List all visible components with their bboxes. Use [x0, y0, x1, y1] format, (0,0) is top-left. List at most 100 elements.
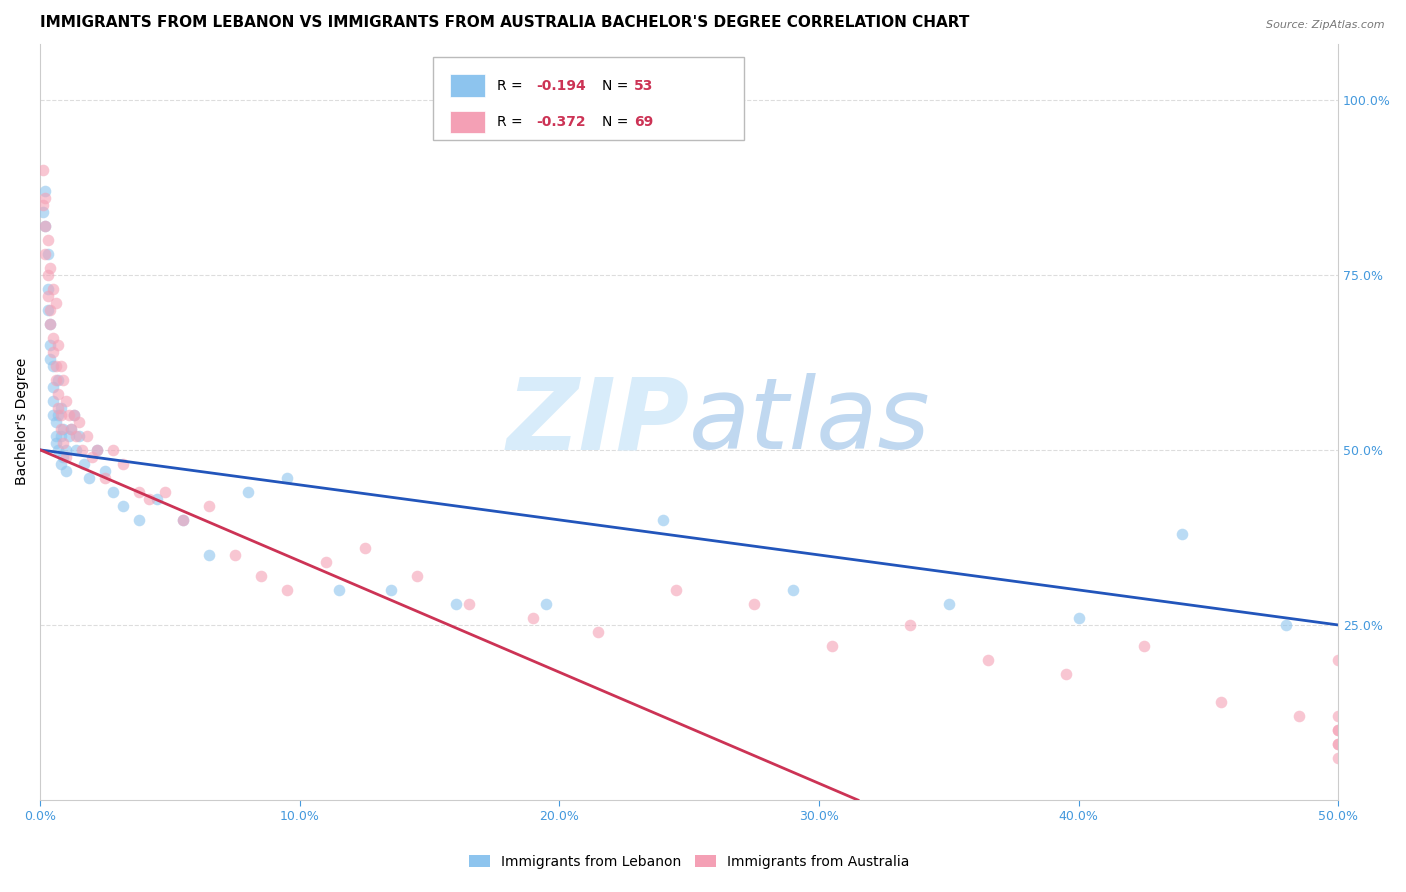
Point — [1211, 695, 1233, 709]
Point — [138, 491, 160, 506]
Point — [34, 184, 56, 198]
Point — [380, 582, 402, 597]
Point — [821, 639, 844, 653]
Point — [94, 464, 117, 478]
Point — [94, 471, 117, 485]
Point — [67, 429, 90, 443]
Point — [153, 484, 176, 499]
Point — [39, 260, 62, 275]
Point — [37, 282, 59, 296]
Text: 53: 53 — [634, 78, 654, 93]
Point — [42, 380, 65, 394]
Point — [37, 302, 59, 317]
Point — [46, 373, 69, 387]
Point — [58, 429, 80, 443]
Point — [1067, 611, 1090, 625]
Point — [63, 408, 86, 422]
Point — [536, 597, 558, 611]
Point — [49, 408, 72, 422]
Point — [112, 457, 135, 471]
Point — [49, 457, 72, 471]
Point — [101, 442, 124, 457]
Point — [198, 499, 221, 513]
Point — [65, 429, 87, 443]
Point — [1327, 723, 1350, 737]
Point — [42, 282, 65, 296]
Point — [522, 611, 544, 625]
Point — [101, 484, 124, 499]
Point — [198, 548, 221, 562]
Point — [1327, 709, 1350, 723]
Text: Source: ZipAtlas.com: Source: ZipAtlas.com — [1267, 20, 1385, 29]
Point — [742, 597, 765, 611]
Point — [67, 415, 90, 429]
Point — [45, 435, 67, 450]
Point — [249, 569, 271, 583]
Point — [86, 442, 108, 457]
Point — [353, 541, 375, 555]
Point — [1327, 751, 1350, 765]
Point — [79, 471, 101, 485]
Text: -0.372: -0.372 — [536, 115, 585, 128]
Point — [39, 338, 62, 352]
Point — [898, 618, 921, 632]
Text: ZIP: ZIP — [506, 374, 689, 470]
Point — [49, 359, 72, 373]
Point — [46, 338, 69, 352]
Point — [37, 233, 59, 247]
Point — [39, 317, 62, 331]
Point — [1327, 723, 1350, 737]
Point — [60, 422, 83, 436]
Point — [55, 464, 77, 478]
Point — [34, 247, 56, 261]
Point — [236, 484, 259, 499]
Point — [782, 582, 804, 597]
Point — [1054, 667, 1077, 681]
Text: R =: R = — [496, 78, 526, 93]
Point — [977, 653, 1000, 667]
Point — [52, 373, 75, 387]
Point — [34, 191, 56, 205]
Point — [65, 442, 87, 457]
Point — [42, 359, 65, 373]
Point — [588, 624, 610, 639]
Point — [42, 331, 65, 345]
Point — [37, 268, 59, 282]
Text: R =: R = — [496, 115, 526, 128]
Y-axis label: Bachelor's Degree: Bachelor's Degree — [15, 359, 30, 485]
Point — [49, 429, 72, 443]
Point — [42, 393, 65, 408]
Point — [1171, 527, 1194, 541]
Point — [172, 513, 194, 527]
Point — [55, 442, 77, 457]
Point — [39, 317, 62, 331]
Point — [1327, 737, 1350, 751]
Point — [128, 484, 150, 499]
Point — [37, 247, 59, 261]
Point — [52, 422, 75, 436]
Point — [112, 499, 135, 513]
Text: atlas: atlas — [689, 374, 931, 470]
Point — [80, 450, 103, 464]
Point — [76, 429, 98, 443]
Point — [31, 198, 53, 212]
Point — [405, 569, 427, 583]
Point — [60, 422, 83, 436]
Point — [63, 408, 86, 422]
Point — [55, 393, 77, 408]
Point — [31, 204, 53, 219]
Point — [224, 548, 246, 562]
Text: N =: N = — [602, 78, 633, 93]
Point — [42, 344, 65, 359]
Point — [938, 597, 960, 611]
Point — [1327, 737, 1350, 751]
Point — [1327, 653, 1350, 667]
Point — [58, 408, 80, 422]
Point — [45, 373, 67, 387]
Text: IMMIGRANTS FROM LEBANON VS IMMIGRANTS FROM AUSTRALIA BACHELOR'S DEGREE CORRELATI: IMMIGRANTS FROM LEBANON VS IMMIGRANTS FR… — [41, 15, 970, 30]
Point — [34, 219, 56, 233]
Point — [37, 289, 59, 303]
Point — [665, 582, 688, 597]
Point — [1132, 639, 1154, 653]
Point — [328, 582, 350, 597]
